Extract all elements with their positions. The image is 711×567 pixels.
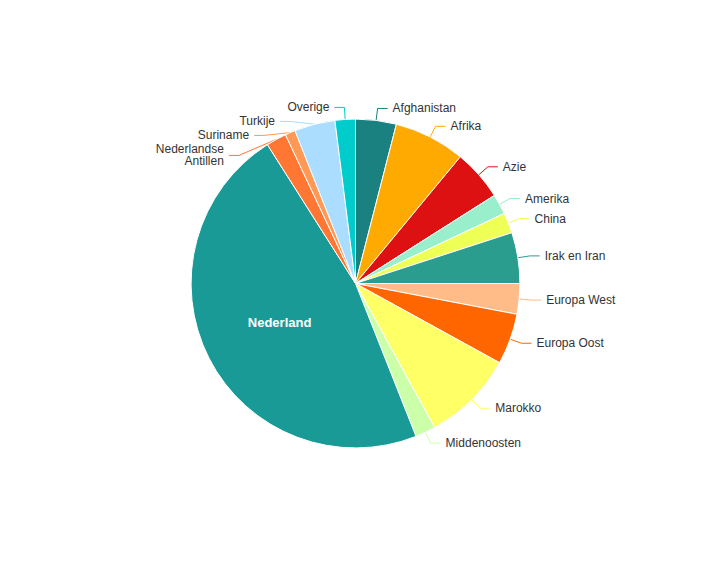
svg-text:Marokko: Marokko bbox=[495, 401, 541, 415]
svg-text:Afghanistan: Afghanistan bbox=[393, 101, 456, 115]
svg-text:Europa West: Europa West bbox=[546, 293, 616, 307]
svg-text:Nederland: Nederland bbox=[248, 315, 312, 330]
svg-text:Nederlandse: Nederlandse bbox=[155, 142, 224, 157]
svg-text:Overige: Overige bbox=[287, 100, 329, 114]
svg-text:Europa Oost: Europa Oost bbox=[536, 336, 604, 350]
svg-text:Middenoosten: Middenoosten bbox=[446, 436, 521, 450]
svg-text:Suriname: Suriname bbox=[198, 128, 250, 142]
svg-text:Turkije: Turkije bbox=[239, 114, 275, 128]
svg-text:Antillen: Antillen bbox=[185, 154, 224, 168]
svg-text:Amerika: Amerika bbox=[525, 192, 569, 206]
svg-text:China: China bbox=[535, 212, 567, 226]
svg-text:Azie: Azie bbox=[503, 160, 527, 174]
svg-text:Afrika: Afrika bbox=[451, 119, 482, 133]
svg-text:Irak en Iran: Irak en Iran bbox=[545, 249, 606, 263]
